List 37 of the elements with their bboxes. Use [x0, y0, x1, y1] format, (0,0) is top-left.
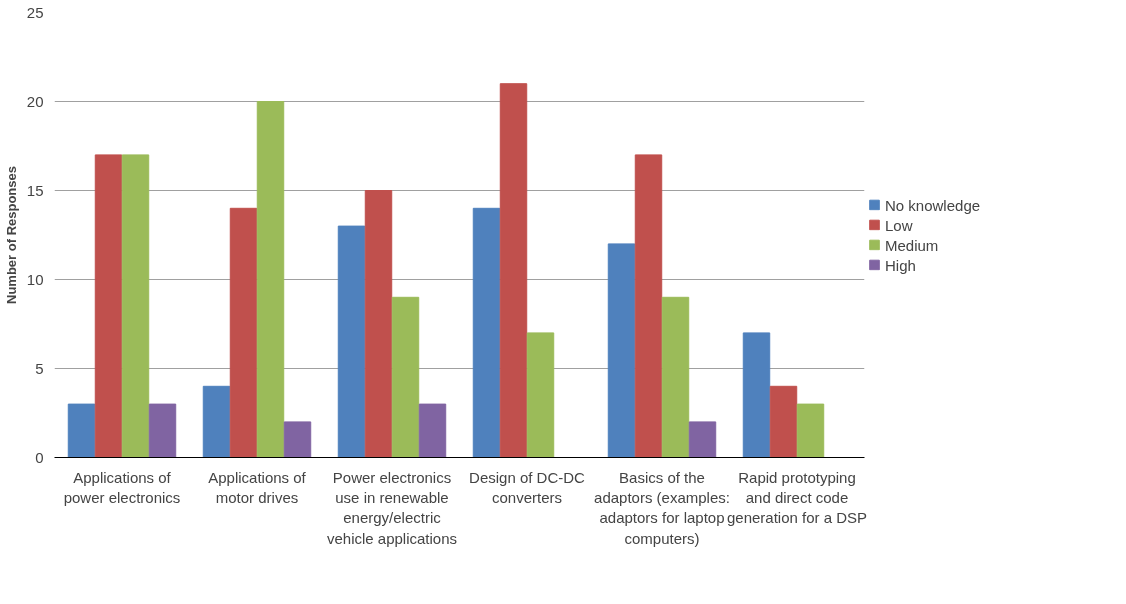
x-tick-label: Applications of motor drives	[208, 468, 307, 506]
y-tick-label: 25	[26, 3, 44, 21]
bar	[607, 243, 636, 458]
legend-label: High	[885, 256, 916, 273]
bar	[526, 332, 555, 458]
bar	[769, 385, 798, 458]
bar	[742, 332, 771, 458]
y-tick-label: 20	[26, 92, 44, 110]
y-tick-label: 0	[35, 448, 44, 466]
bar	[337, 225, 366, 458]
bar	[121, 154, 150, 458]
bar	[472, 207, 501, 458]
bar	[256, 101, 285, 458]
bar	[688, 421, 717, 458]
legend-label: Low	[885, 216, 913, 233]
bar	[364, 190, 393, 458]
y-tick-label: 5	[35, 359, 44, 377]
y-tick-label: 10	[26, 270, 44, 288]
bar	[202, 385, 231, 458]
bar	[148, 403, 177, 458]
bar	[67, 403, 96, 458]
bar	[391, 296, 420, 458]
legend-label: Medium	[885, 236, 939, 253]
bar	[94, 154, 123, 458]
bar	[796, 403, 825, 458]
bar	[229, 207, 258, 458]
y-tick-label: 15	[26, 181, 44, 199]
bar	[499, 83, 528, 458]
x-tick-label: Power electronics use in renewable energy/electric vehicle applications	[326, 468, 458, 547]
bar	[661, 296, 690, 458]
legend-label: No knowledge	[885, 196, 981, 213]
x-tick-label: Design of DC-DC converters	[469, 468, 586, 506]
y-axis-title: Number of Responses	[3, 166, 19, 304]
x-tick-label: Applications of power electronics	[63, 468, 181, 506]
bar	[634, 154, 663, 458]
bar	[283, 421, 312, 458]
bar	[418, 403, 447, 458]
